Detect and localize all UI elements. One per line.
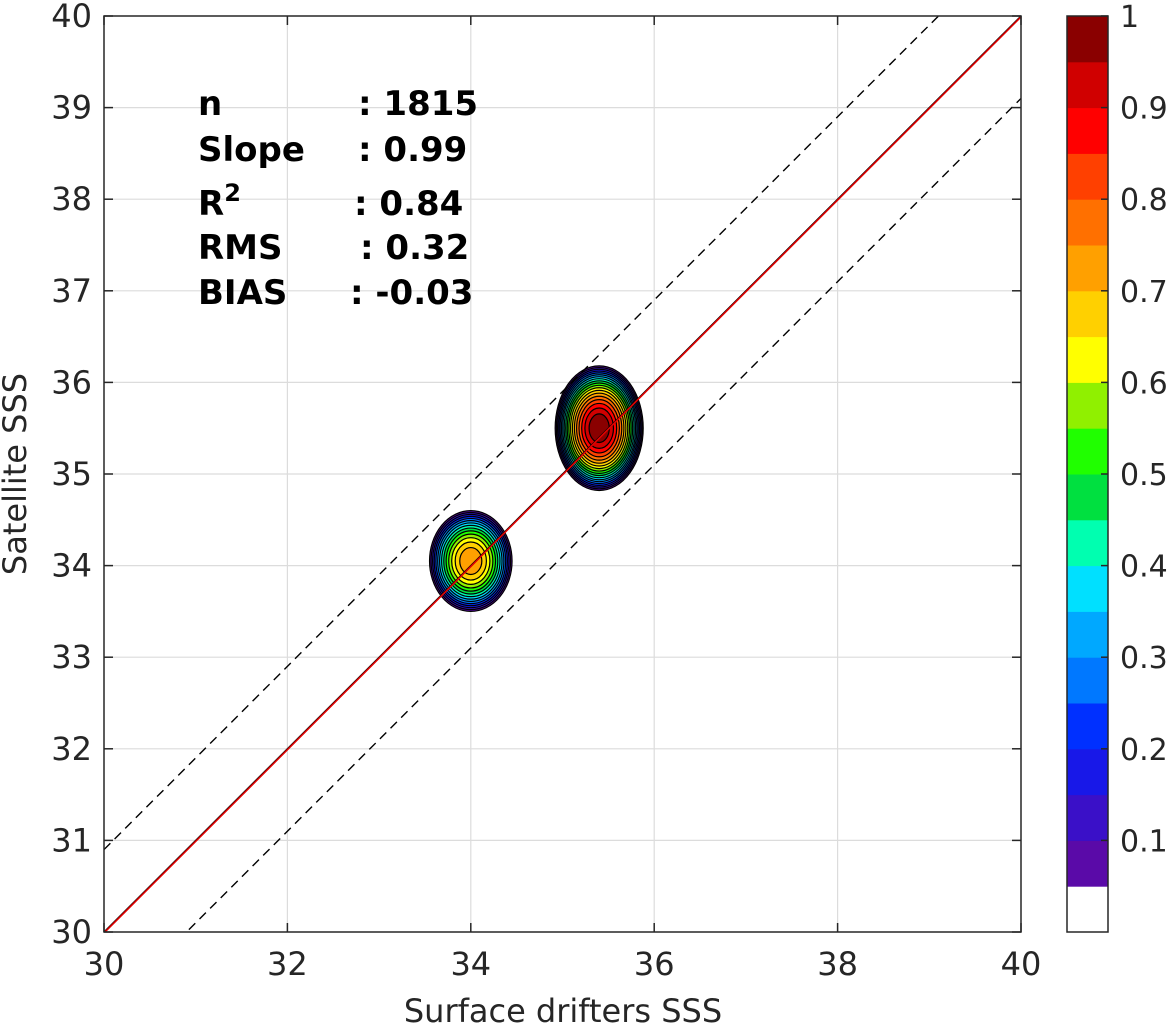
y-tick-label: 34 — [51, 547, 92, 585]
colorbar-segment — [1067, 428, 1108, 475]
stat-value: : 0.32 — [360, 228, 469, 268]
stat-label: RMS — [198, 228, 283, 268]
y-tick-label: 35 — [51, 455, 92, 493]
plot-area: 30 32 34 36 38 40 30 31 32 33 34 35 36 37 38 39 40 n : 181… — [51, 0, 1041, 983]
colorbar-segment — [1067, 657, 1108, 704]
colorbar-tick-label: 0.4 — [1120, 550, 1168, 585]
stat-value: : 0.99 — [358, 130, 467, 170]
x-tick-label: 36 — [634, 945, 675, 983]
stat-value: : 1815 — [358, 84, 478, 124]
upper-bound-line — [104, 16, 940, 851]
y-tick-label: 32 — [51, 730, 92, 768]
colorbar-segment — [1067, 565, 1108, 612]
y-tick-label: 39 — [51, 89, 92, 127]
colorbar-segment — [1067, 290, 1108, 338]
stat-value: : -0.03 — [350, 273, 473, 313]
density-contours — [428, 365, 644, 613]
colorbar-segment — [1067, 382, 1108, 429]
colorbar-segment — [1067, 519, 1108, 567]
colorbar-tick-label: 1 — [1120, 0, 1139, 35]
lower-bound-line — [185, 97, 1021, 932]
y-tick-label: 30 — [51, 913, 92, 951]
ticks: 30 32 34 36 38 40 30 31 32 33 34 35 36 37 38 39 40 — [51, 0, 1041, 983]
colorbar-segment — [1067, 245, 1108, 292]
colorbar-segment — [1067, 336, 1108, 383]
density-level-2-14 — [459, 546, 483, 576]
colorbar-tick-label: 0.2 — [1120, 733, 1168, 768]
stats-annotation: n : 1815 Slope : 0.99 R2 : 0.84 RMS : 0.32 BIAS:… — [198, 84, 478, 313]
colorbar-segment — [1067, 16, 1108, 63]
y-tick-label: 40 — [51, 0, 92, 35]
reference-lines — [104, 16, 1021, 932]
colorbar-segment — [1067, 748, 1108, 796]
x-tick-label: 30 — [84, 945, 125, 983]
y-tick-label: 37 — [51, 272, 92, 310]
grid — [104, 16, 1021, 932]
colorbar-tick-label: 0.6 — [1120, 366, 1168, 401]
colorbar-segment — [1067, 840, 1108, 887]
colorbar-segment — [1067, 474, 1108, 521]
colorbar-segment — [1067, 611, 1108, 658]
colorbar-segment — [1067, 153, 1108, 200]
colorbar-segment — [1067, 703, 1108, 750]
y-tick-label: 38 — [51, 180, 92, 218]
colorbar-tick-label: 0.7 — [1120, 275, 1168, 310]
y-tick-label: 31 — [51, 821, 92, 859]
x-tick-label: 38 — [817, 945, 858, 983]
x-axis-label: Surface drifters SSS — [404, 992, 722, 1028]
y-tick-label: 33 — [51, 638, 92, 676]
colorbar-tick-label: 0.9 — [1120, 92, 1168, 127]
stat-label: n — [198, 84, 222, 124]
colorbar-segment — [1067, 107, 1108, 154]
y-tick-label: 36 — [51, 363, 92, 401]
colorbar-segment — [1067, 61, 1108, 109]
colorbar-tick-label: 0.5 — [1120, 458, 1168, 493]
x-tick-label: 40 — [1001, 945, 1042, 983]
stat-label: BIAS — [198, 273, 287, 313]
fit-line — [104, 16, 1021, 932]
colorbar-tick-label: 0.3 — [1120, 641, 1168, 676]
stat-label: R2 — [198, 179, 241, 224]
stat-label: Slope — [198, 130, 305, 170]
y-axis-label: Satellite SSS — [0, 373, 34, 575]
colorbar-tick-label: 0.1 — [1120, 824, 1168, 859]
colorbar-segment — [1067, 794, 1108, 841]
colorbar: 0.1 0.2 0.3 0.4 0.5 0.6 0.7 0.8 0.9 1 — [1066, 0, 1168, 933]
colorbar-tick-label: 0.8 — [1120, 183, 1168, 218]
colorbar-segment — [1067, 886, 1108, 933]
colorbar-segment — [1067, 199, 1108, 246]
x-tick-label: 32 — [267, 945, 308, 983]
x-tick-label: 34 — [450, 945, 491, 983]
stat-value: : 0.84 — [354, 184, 463, 224]
